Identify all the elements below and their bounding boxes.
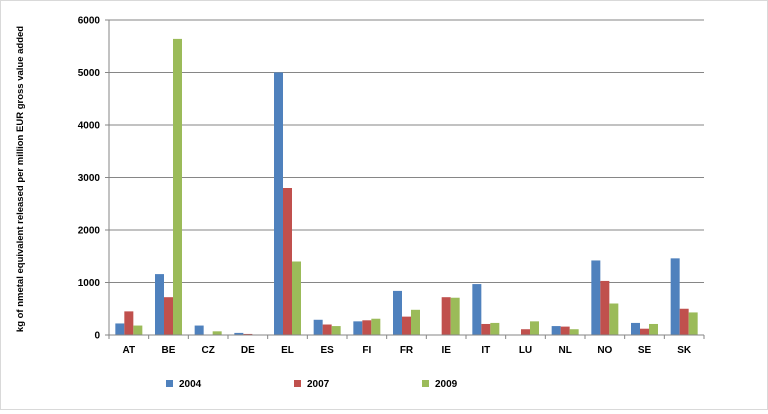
bar-fr-2009: [411, 309, 420, 335]
bar-el-2004: [274, 72, 283, 335]
x-category-label: DE: [241, 345, 255, 356]
bar-ie-2007: [441, 297, 451, 335]
bar-at-2009: [133, 325, 143, 335]
legend-label: 2007: [307, 379, 330, 390]
bar-nl-2009: [569, 329, 579, 335]
bar-at-2007: [124, 311, 134, 335]
bar-el-2007: [283, 188, 292, 335]
x-category-labels: AT BE CZ DE EL ES FI FR IE IT LU NL NO SE SK: [123, 345, 692, 356]
x-category-label: FI: [362, 345, 371, 356]
bar-de-2007: [243, 333, 253, 335]
bar-it-2007: [481, 323, 491, 335]
y-tick-label: 1000: [78, 278, 101, 289]
bar-fi-2009: [371, 318, 381, 335]
bar-es-2009: [331, 326, 341, 335]
bar-no-2007: [600, 280, 610, 335]
x-category-label: SK: [677, 345, 692, 356]
bar-el-2009: [292, 261, 301, 335]
legend: 2004 2007 2009: [166, 379, 458, 390]
bar-fi-2007: [362, 320, 372, 335]
bar-cz-2009: [212, 331, 222, 335]
bars: [115, 38, 698, 336]
y-tick-labels: 0 1000 2000 3000 4000 5000 6000: [78, 16, 101, 342]
y-tick-label: 2000: [78, 226, 101, 237]
x-category-label: NO: [597, 345, 612, 356]
legend-label: 2009: [435, 379, 458, 390]
bar-fi-2004: [353, 321, 363, 335]
bar-no-2004: [591, 260, 601, 335]
y-tick-label: 3000: [78, 173, 101, 184]
bar-es-2004: [313, 319, 323, 335]
bar-it-2009: [490, 322, 500, 335]
bar-ie-2009: [450, 297, 460, 335]
legend-label: 2004: [179, 379, 202, 390]
legend-swatch-2004: [166, 380, 173, 387]
bar-se-2007: [640, 328, 649, 335]
x-category-label: BE: [162, 345, 176, 356]
x-category-label: SE: [638, 345, 652, 356]
bar-lu-2009: [530, 321, 539, 335]
bar-de-2004: [234, 332, 244, 335]
bar-se-2004: [631, 322, 640, 335]
bar-sk-2009: [688, 312, 698, 335]
bar-sk-2007: [679, 308, 689, 335]
x-category-label: FR: [400, 345, 414, 356]
bar-it-2004: [472, 284, 482, 335]
legend-swatch-2009: [422, 380, 429, 387]
x-category-label: IE: [441, 345, 451, 356]
x-category-label: CZ: [201, 345, 214, 356]
bar-nl-2004: [551, 326, 561, 335]
axes: [105, 19, 705, 339]
x-category-label: AT: [123, 345, 136, 356]
bar-fr-2004: [393, 290, 402, 335]
y-tick-label: 5000: [78, 68, 101, 79]
x-category-label: IT: [481, 345, 490, 356]
bar-be-2009: [173, 38, 182, 336]
bar-be-2007: [164, 297, 173, 335]
y-axis-label: kg of nmetal equivalent released per mil…: [15, 26, 26, 332]
legend-swatch-2007: [294, 380, 301, 387]
bar-lu-2007: [521, 329, 530, 335]
x-category-label: NL: [558, 345, 571, 356]
bar-at-2004: [115, 323, 125, 335]
bar-no-2009: [609, 303, 619, 335]
bar-cz-2004: [194, 325, 204, 335]
y-tick-label: 0: [94, 331, 100, 342]
bar-es-2007: [322, 324, 332, 335]
y-tick-label: 4000: [78, 121, 101, 132]
y-tick-label: 6000: [78, 16, 101, 27]
bar-sk-2004: [670, 258, 680, 335]
x-category-label: ES: [320, 345, 334, 356]
gridlines: [109, 19, 704, 283]
bar-fr-2007: [402, 316, 411, 335]
x-category-label: LU: [519, 345, 532, 356]
x-category-label: EL: [281, 345, 294, 356]
bar-se-2009: [649, 323, 658, 335]
bar-nl-2007: [560, 326, 570, 335]
bar-be-2004: [155, 274, 164, 335]
